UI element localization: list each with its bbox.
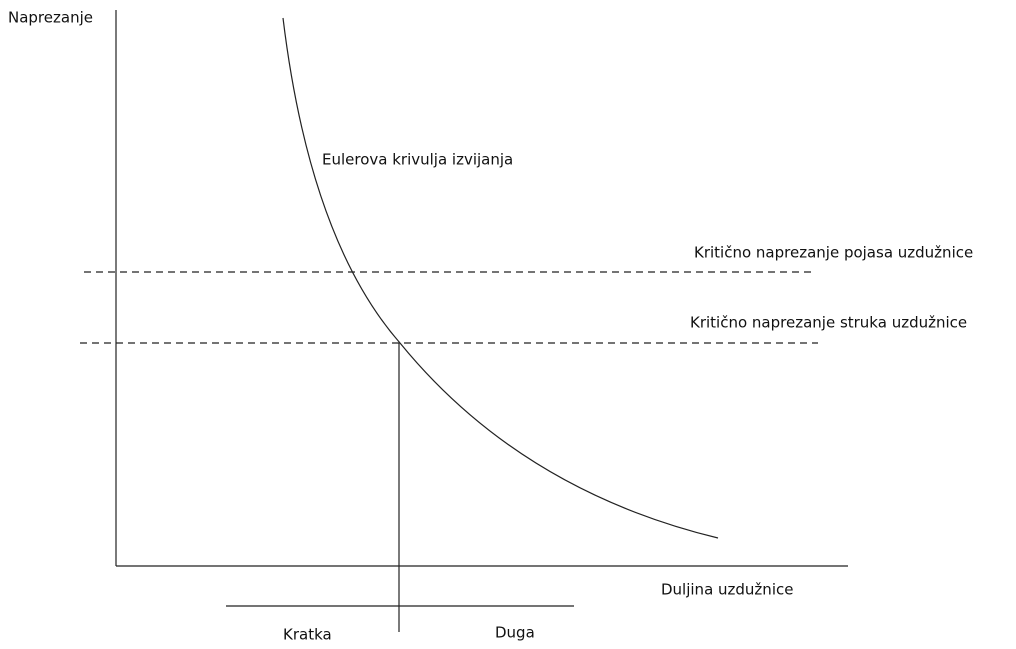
y-axis-label: Naprezanje	[8, 9, 93, 27]
line-label: Kritično naprezanje struka uzdužnice	[690, 314, 967, 332]
euler-curve	[282, 17, 719, 539]
curve-label: Eulerova krivulja izvijanja	[322, 151, 513, 169]
region-label: Duga	[495, 624, 535, 642]
x-axis-label: Duljina uzdužnice	[661, 581, 793, 599]
line-label: Kritično naprezanje pojasa uzdužnice	[694, 244, 973, 262]
region-label: Kratka	[283, 626, 332, 644]
